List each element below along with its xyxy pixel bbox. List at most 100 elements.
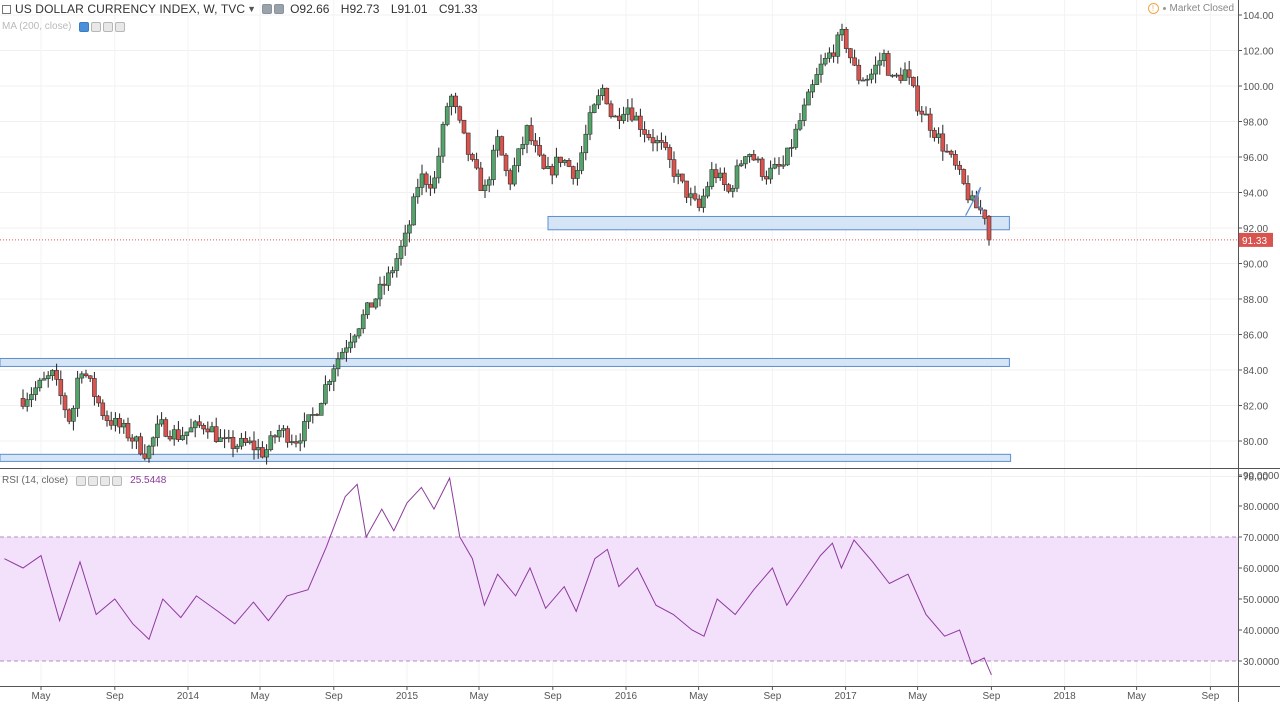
price-tick-label: 104.00 — [1243, 11, 1274, 22]
candle-body — [793, 128, 799, 148]
candle-body — [600, 87, 605, 96]
candle-body — [982, 209, 988, 219]
candle-body — [369, 302, 374, 308]
candle-body — [503, 154, 509, 171]
candle-body — [310, 414, 316, 416]
candle-body — [285, 428, 290, 443]
series-icon[interactable] — [2, 4, 11, 14]
settings-icon[interactable] — [88, 475, 99, 486]
candle-body — [251, 440, 257, 451]
candle-body — [339, 351, 345, 360]
candle-body — [533, 140, 538, 146]
candle-body — [755, 158, 761, 161]
time-tick-label: May — [32, 691, 51, 702]
candle-body — [289, 441, 295, 443]
candle-body — [751, 154, 757, 161]
candle-body — [428, 184, 433, 189]
candle-body — [24, 399, 30, 407]
time-tick-label: 2016 — [615, 691, 638, 702]
candle-body — [684, 180, 689, 198]
close-icon[interactable] — [115, 21, 126, 32]
candle-body — [822, 57, 828, 65]
candle-body — [75, 377, 80, 409]
price-tick-label: 92.00 — [1243, 224, 1268, 235]
candle-body — [566, 160, 572, 167]
candle-body — [58, 379, 64, 397]
warning-icon[interactable]: ! — [1147, 3, 1159, 14]
candle-body — [717, 172, 723, 179]
candle-body — [79, 373, 85, 379]
candle-body — [927, 113, 933, 131]
candle-body — [54, 370, 59, 380]
settings-icon[interactable] — [262, 4, 273, 14]
candle-body — [486, 179, 492, 186]
candle-body — [856, 64, 862, 81]
plus-icon[interactable] — [100, 475, 111, 486]
candle-body — [558, 156, 563, 163]
time-tick-label: Sep — [106, 691, 124, 702]
candle-body — [944, 150, 950, 153]
candle-body — [243, 438, 248, 443]
candle-body — [268, 435, 274, 450]
candle-body — [507, 170, 513, 185]
rsi-tick-label: 50.0000 — [1243, 595, 1280, 606]
candle-body — [20, 398, 26, 407]
candle-body — [957, 164, 962, 170]
plus-icon[interactable] — [103, 21, 114, 32]
candle-body — [117, 418, 122, 428]
candle-body — [461, 119, 467, 134]
price-tick-label: 98.00 — [1243, 118, 1268, 129]
candle-body — [638, 115, 643, 130]
candle-body — [646, 134, 652, 138]
candle-body — [142, 453, 148, 459]
status-dot-icon — [1162, 7, 1166, 10]
candle-body — [125, 423, 131, 439]
candle-body — [919, 110, 925, 115]
candle-body — [831, 52, 836, 57]
candle-body — [159, 419, 164, 425]
candle-body — [881, 53, 887, 61]
candle-body — [839, 28, 845, 36]
candle-body — [869, 73, 874, 80]
candle-body — [906, 69, 912, 78]
rsi-legend-label[interactable]: RSI (14, close) — [2, 475, 69, 486]
candle-body — [33, 387, 38, 395]
ma-legend-label[interactable]: MA (200, close) — [2, 21, 72, 32]
rsi-tick-label: 60.0000 — [1243, 564, 1280, 575]
candle-body — [608, 103, 614, 118]
ohlc-high: H92.73 — [340, 2, 380, 16]
chevron-down-icon[interactable]: ▼ — [247, 4, 257, 14]
symbol-title[interactable]: US DOLLAR CURRENCY INDEX, W, TVC — [15, 2, 246, 16]
candle-body — [633, 115, 639, 121]
close-icon[interactable] — [112, 475, 123, 486]
candle-body — [986, 215, 992, 241]
time-tick-label: Sep — [544, 691, 562, 702]
close-icon[interactable] — [274, 4, 285, 14]
price-tick-label: 88.00 — [1243, 295, 1268, 306]
time-tick-label: May — [1127, 691, 1146, 702]
candle-body — [50, 370, 55, 376]
candle-body — [843, 28, 849, 49]
candle-body — [146, 445, 152, 459]
candle-body — [440, 124, 446, 157]
candle-body — [113, 418, 118, 426]
candle-body — [827, 52, 832, 59]
candle-body — [184, 431, 190, 436]
candle-body — [688, 193, 694, 198]
candle-body — [192, 421, 198, 429]
candle-body — [71, 407, 76, 422]
candle-body — [377, 283, 383, 300]
support-zone-middle — [0, 357, 1010, 367]
settings-icon[interactable] — [91, 21, 102, 32]
visibility-icon[interactable] — [76, 475, 87, 486]
candle-body — [41, 378, 47, 381]
support-zone-upper — [547, 215, 1010, 231]
candle-body — [818, 63, 824, 75]
visibility-icon[interactable] — [79, 21, 90, 32]
candle-body — [709, 169, 715, 187]
trend-line — [965, 186, 985, 216]
candle-body — [671, 159, 677, 177]
candle-body — [197, 421, 202, 426]
candle-body — [604, 87, 610, 105]
